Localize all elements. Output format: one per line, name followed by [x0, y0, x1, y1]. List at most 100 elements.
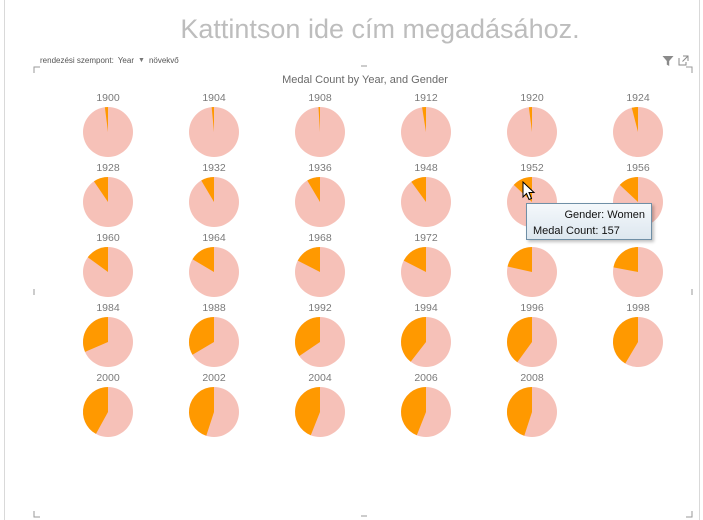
sort-order[interactable]: növekvő: [148, 56, 179, 65]
sort-label: rendezési szempont:: [40, 56, 114, 65]
pie-slice-women[interactable]: [631, 107, 638, 132]
pie-year-label: 1988: [202, 302, 226, 314]
pie-slice-women[interactable]: [192, 247, 214, 272]
pie-slice-women[interactable]: [613, 247, 638, 272]
pie-year-label: 1968: [308, 232, 332, 244]
tooltip: Gender: Women Medal Count: 157: [526, 203, 652, 240]
pie-1924[interactable]: 1924: [613, 92, 663, 157]
pie-year-label: 1908: [308, 92, 332, 104]
pie-1988[interactable]: 1988: [188, 302, 239, 367]
pie-1936[interactable]: 1936: [295, 162, 345, 227]
pie-1992[interactable]: 1992: [294, 302, 345, 367]
pie-slice-women[interactable]: [612, 317, 638, 364]
pie-1984[interactable]: 1984: [83, 302, 133, 367]
pie-1964[interactable]: 1964: [189, 232, 239, 297]
pie-year-label: 1920: [520, 92, 544, 104]
pie-slice-women[interactable]: [318, 107, 320, 132]
pie-year-label: 2004: [308, 372, 332, 384]
pie-1908[interactable]: 1908: [295, 92, 345, 157]
pie-2002[interactable]: 2002: [188, 372, 239, 437]
pie-slice-women[interactable]: [297, 247, 320, 272]
pie-year-label: 1912: [414, 92, 438, 104]
pie-1976[interactable]: 1976: [507, 232, 557, 297]
chevron-down-icon[interactable]: ▼: [138, 57, 145, 64]
pie-year-label: 1956: [626, 162, 650, 174]
pie-1994[interactable]: 1994: [401, 302, 451, 367]
pie-1960[interactable]: 1960: [83, 232, 133, 297]
pie-slice-women[interactable]: [201, 177, 214, 202]
pie-slice-women[interactable]: [211, 107, 214, 132]
pie-1900[interactable]: 1900: [83, 92, 133, 157]
filter-icon[interactable]: [662, 55, 674, 67]
pie-year-label: 1996: [520, 302, 544, 314]
tooltip-count-label: Medal Count:: [533, 225, 599, 237]
pie-year-label: 2000: [96, 372, 120, 384]
pie-1912[interactable]: 1912: [401, 92, 451, 157]
pie-year-label: 2008: [520, 372, 544, 384]
sort-bar[interactable]: rendezési szempont: Year ▼ növekvő: [40, 56, 179, 65]
pie-slice-women[interactable]: [188, 387, 214, 436]
pie-year-label: 1964: [202, 232, 226, 244]
pie-1948[interactable]: 1948: [401, 162, 451, 227]
pie-slice-women[interactable]: [403, 247, 426, 272]
popout-icon[interactable]: [678, 55, 689, 66]
pie-slice-women[interactable]: [294, 317, 320, 357]
pie-year-label: 1992: [308, 302, 332, 314]
pie-year-label: 1998: [626, 302, 650, 314]
pie-slice-women[interactable]: [295, 387, 320, 436]
pie-year-label: 1952: [520, 162, 544, 174]
pie-slice-women[interactable]: [506, 387, 532, 436]
page-title[interactable]: Kattintson ide cím megadásához.: [180, 14, 580, 44]
pie-1932[interactable]: 1932: [189, 162, 239, 227]
sort-field[interactable]: Year: [117, 56, 134, 65]
pie-slice-women[interactable]: [422, 107, 426, 132]
pie-1980[interactable]: 1980: [613, 232, 663, 297]
pie-1904[interactable]: 1904: [189, 92, 239, 157]
pie-slice-women[interactable]: [411, 177, 426, 202]
pie-year-label: 1948: [414, 162, 438, 174]
frame-left-border: [4, 0, 5, 520]
pie-year-label: 1928: [96, 162, 120, 174]
pie-2000[interactable]: 2000: [82, 372, 133, 437]
pie-1968[interactable]: 1968: [295, 232, 345, 297]
pie-slice-women[interactable]: [401, 387, 426, 436]
pie-slice-women[interactable]: [87, 247, 108, 272]
pie-year-label: 1960: [96, 232, 120, 244]
pie-slice-women[interactable]: [104, 107, 108, 132]
pie-slice-women[interactable]: [188, 317, 214, 355]
pie-1996[interactable]: 1996: [506, 302, 557, 367]
chart-title: Medal Count by Year, and Gender: [282, 74, 448, 86]
frame-right-border: [699, 0, 700, 520]
tooltip-gender-label: Gender:: [564, 209, 605, 221]
pie-2004[interactable]: 2004: [295, 372, 345, 437]
pie-year-label: 1984: [96, 302, 120, 314]
pie-1998[interactable]: 1998: [612, 302, 663, 367]
pie-year-label: 1932: [202, 162, 226, 174]
pie-slice-women[interactable]: [528, 107, 532, 132]
pie-year-label: 1924: [626, 92, 650, 104]
mouse-pointer-icon: [522, 181, 536, 201]
pie-year-label: 1900: [96, 92, 120, 104]
pie-year-label: 1936: [308, 162, 332, 174]
pie-year-label: 1972: [414, 232, 438, 244]
tooltip-count-value: 157: [601, 225, 620, 237]
pie-year-label: 1904: [202, 92, 226, 104]
pie-slice-women[interactable]: [307, 177, 320, 202]
pie-slice-women[interactable]: [619, 177, 638, 202]
pie-slice-women[interactable]: [93, 177, 108, 202]
tooltip-gender-value: Women: [607, 209, 645, 221]
pie-slice-women[interactable]: [507, 247, 532, 272]
pie-slice-women[interactable]: [506, 317, 532, 363]
pie-year-label: 2002: [202, 372, 226, 384]
pie-1928[interactable]: 1928: [83, 162, 133, 227]
pie-1972[interactable]: 1972: [401, 232, 451, 297]
pie-1920[interactable]: 1920: [507, 92, 557, 157]
pie-year-label: 1994: [414, 302, 438, 314]
pie-slice-women[interactable]: [82, 387, 108, 434]
pie-slice-women[interactable]: [83, 317, 108, 352]
pie-slice-women[interactable]: [401, 317, 426, 362]
pie-2008[interactable]: 2008: [506, 372, 557, 437]
pie-2006[interactable]: 2006: [401, 372, 451, 437]
